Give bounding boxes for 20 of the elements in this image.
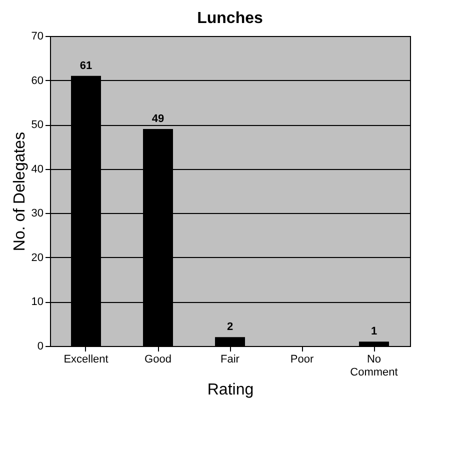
x-tick-label: Fair: [220, 354, 240, 366]
x-tick-label: No Comment: [350, 354, 398, 378]
x-tick-label: Excellent: [64, 354, 108, 366]
y-axis-title: No. of Delegates: [11, 132, 28, 252]
data-label: 1: [370, 326, 378, 338]
y-tick-label: 30: [31, 208, 44, 220]
y-tick-label: 40: [31, 163, 44, 176]
data-label: 61: [80, 60, 92, 72]
data-label: 2: [226, 321, 234, 334]
y-tick-label: 70: [31, 30, 44, 42]
x-axis-title: Rating: [207, 382, 254, 398]
y-tick-label: 0: [37, 340, 44, 352]
chart-title: Lunches: [197, 10, 263, 27]
x-tick-label: Poor: [290, 354, 314, 366]
y-tick-label: 60: [31, 74, 44, 87]
y-tick-label: 10: [31, 296, 44, 308]
x-tick-label: Good: [144, 354, 172, 366]
y-tick-label: 50: [31, 119, 44, 132]
data-label: 49: [152, 113, 164, 125]
y-tick-label: 20: [31, 252, 44, 264]
